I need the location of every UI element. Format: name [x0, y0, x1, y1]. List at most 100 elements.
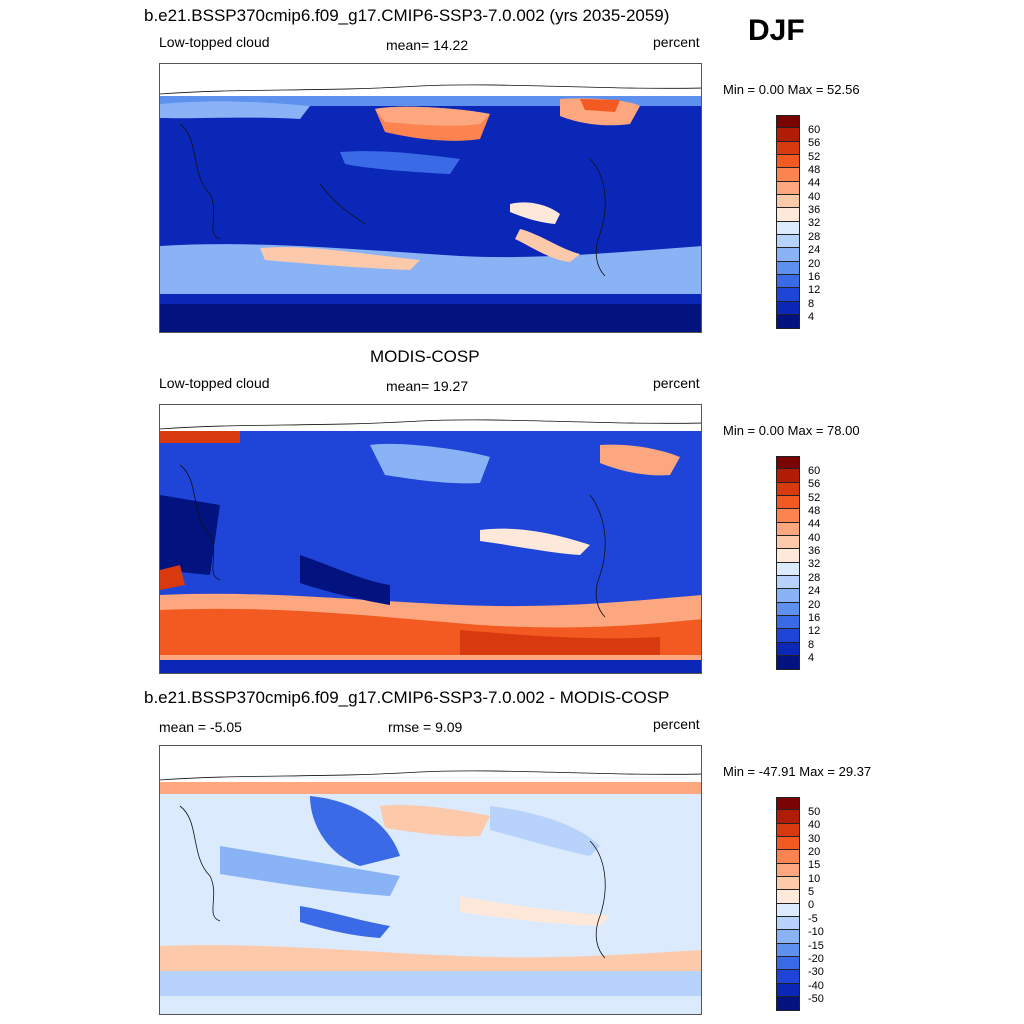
colorbar-segment: [776, 288, 800, 302]
colorbar-segment: [776, 235, 800, 249]
units-label: percent: [653, 34, 700, 50]
colorbar-segment: [776, 837, 800, 851]
colorbar-segment: [776, 656, 800, 670]
colorbar-tick-label: 36: [808, 545, 821, 558]
colorbar-segment: [776, 957, 800, 971]
variable-label: Low-topped cloud: [159, 34, 270, 50]
colorbar-segment: [776, 482, 800, 497]
colorbar-tick-label: 0: [808, 899, 815, 912]
colorbar-tick-label: -15: [808, 939, 824, 952]
colorbar-tick-label: 24: [808, 585, 821, 598]
colorbar-tick-label: 32: [808, 558, 821, 571]
colorbar-tick-label: -5: [808, 912, 818, 925]
colorbar-tick-label: 50: [808, 806, 821, 818]
colorbar-segment: [776, 496, 800, 510]
colorbar-segment: [776, 469, 800, 483]
colorbar-tick-label: 16: [808, 270, 821, 283]
colorbar-tick-label: 28: [808, 571, 821, 584]
colorbar-tick-label: 48: [808, 505, 821, 518]
colorbar-segment: [776, 863, 800, 878]
colorbar-segment: [776, 261, 800, 276]
colorbar-tick-label: 20: [808, 846, 821, 859]
colorbar-tick-label: 44: [808, 518, 821, 531]
colorbar-tick-label: 44: [808, 177, 821, 190]
colorbar-segment: [776, 128, 800, 142]
colorbar-tick-label: 36: [808, 204, 821, 217]
variable-label: Low-topped cloud: [159, 375, 270, 391]
colorbar-segment: [776, 301, 800, 316]
colorbar-segment: [776, 797, 800, 811]
colorbar-segment: [776, 602, 800, 617]
colorbar-tick-label: -30: [808, 966, 824, 979]
colorbar-segment: [776, 456, 800, 470]
colorbar-segment: [776, 181, 800, 196]
colorbar-tick-label: 15: [808, 859, 821, 872]
colorbar-tick-label: 40: [808, 190, 821, 203]
colorbar-segment: [776, 562, 800, 577]
colorbar-tick-label: 10: [808, 872, 821, 885]
colorbar-segment: [776, 155, 800, 169]
units-label: percent: [653, 716, 700, 732]
colorbar-tick-label: 52: [808, 150, 821, 163]
colorbar-segment: [776, 642, 800, 657]
colorbar-tick-label: 12: [808, 625, 821, 638]
colorbar-tick-label: 20: [808, 257, 821, 270]
colorbar-tick-label: 8: [808, 297, 815, 310]
colorbar-segment: [776, 115, 800, 129]
units-label: percent: [653, 375, 700, 391]
colorbar: [776, 456, 800, 670]
colorbar-tick-label: 48: [808, 164, 821, 177]
panel-title: MODIS-COSP: [370, 347, 480, 366]
colorbar-segment: [776, 168, 800, 182]
colorbar-tick-label: 28: [808, 230, 821, 243]
colorbar-segment: [776, 576, 800, 590]
colorbar-segment: [776, 315, 800, 329]
panel-title: b.e21.BSSP370cmip6.f09_g17.CMIP6-SSP3-7.…: [144, 688, 670, 707]
colorbar-segment: [776, 917, 800, 931]
colorbar-tick-label: 60: [808, 465, 821, 477]
colorbar-segment: [776, 536, 800, 550]
colorbar-segment: [776, 195, 800, 209]
colorbar-segment: [776, 983, 800, 998]
colorbar-segment: [776, 522, 800, 537]
colorbar-segment: [776, 275, 800, 289]
colorbar-tick-label: 4: [808, 310, 815, 323]
colorbar-segment: [776, 823, 800, 838]
mean-label: mean= 14.22: [386, 37, 469, 53]
colorbar-segment: [776, 930, 800, 944]
colorbar-segment: [776, 877, 800, 891]
colorbar: [776, 115, 800, 329]
colorbar-segment: [776, 208, 800, 222]
colorbar-tick-label: 60: [808, 124, 821, 136]
colorbar-tick-label: 30: [808, 832, 821, 845]
colorbar-tick-label: 32: [808, 217, 821, 230]
mean-label: mean= 19.27: [386, 378, 469, 394]
colorbar-tick-label: 16: [808, 611, 821, 624]
panel-title: b.e21.BSSP370cmip6.f09_g17.CMIP6-SSP3-7.…: [144, 6, 670, 25]
min-max-label: Min = 0.00 Max = 52.56: [723, 82, 860, 97]
colorbar-tick-label: 56: [808, 137, 821, 150]
colorbar-segment: [776, 509, 800, 523]
colorbar-segment: [776, 903, 800, 918]
colorbar-tick-label: 12: [808, 284, 821, 297]
colorbar-tick-label: 20: [808, 598, 821, 611]
colorbar-segment: [776, 943, 800, 958]
min-max-label: Min = 0.00 Max = 78.00: [723, 423, 860, 438]
cloud-map: [159, 63, 702, 333]
season-label: DJF: [748, 14, 805, 47]
min-max-label: Min = -47.91 Max = 29.37: [723, 764, 872, 779]
colorbar-tick-label: 40: [808, 819, 821, 832]
colorbar-tick-label: 56: [808, 478, 821, 491]
colorbar-segment: [776, 850, 800, 864]
colorbar-tick-label: 40: [808, 531, 821, 544]
colorbar-segment: [776, 221, 800, 236]
colorbar-segment: [776, 248, 800, 262]
colorbar-segment: [776, 810, 800, 824]
colorbar-segment: [776, 997, 800, 1011]
cloud-map: [159, 404, 702, 674]
colorbar-segment: [776, 589, 800, 603]
colorbar-tick-label: 4: [808, 651, 815, 664]
colorbar-segment: [776, 141, 800, 156]
colorbar-tick-label: -10: [808, 926, 824, 939]
colorbar-tick-label: 8: [808, 638, 815, 651]
